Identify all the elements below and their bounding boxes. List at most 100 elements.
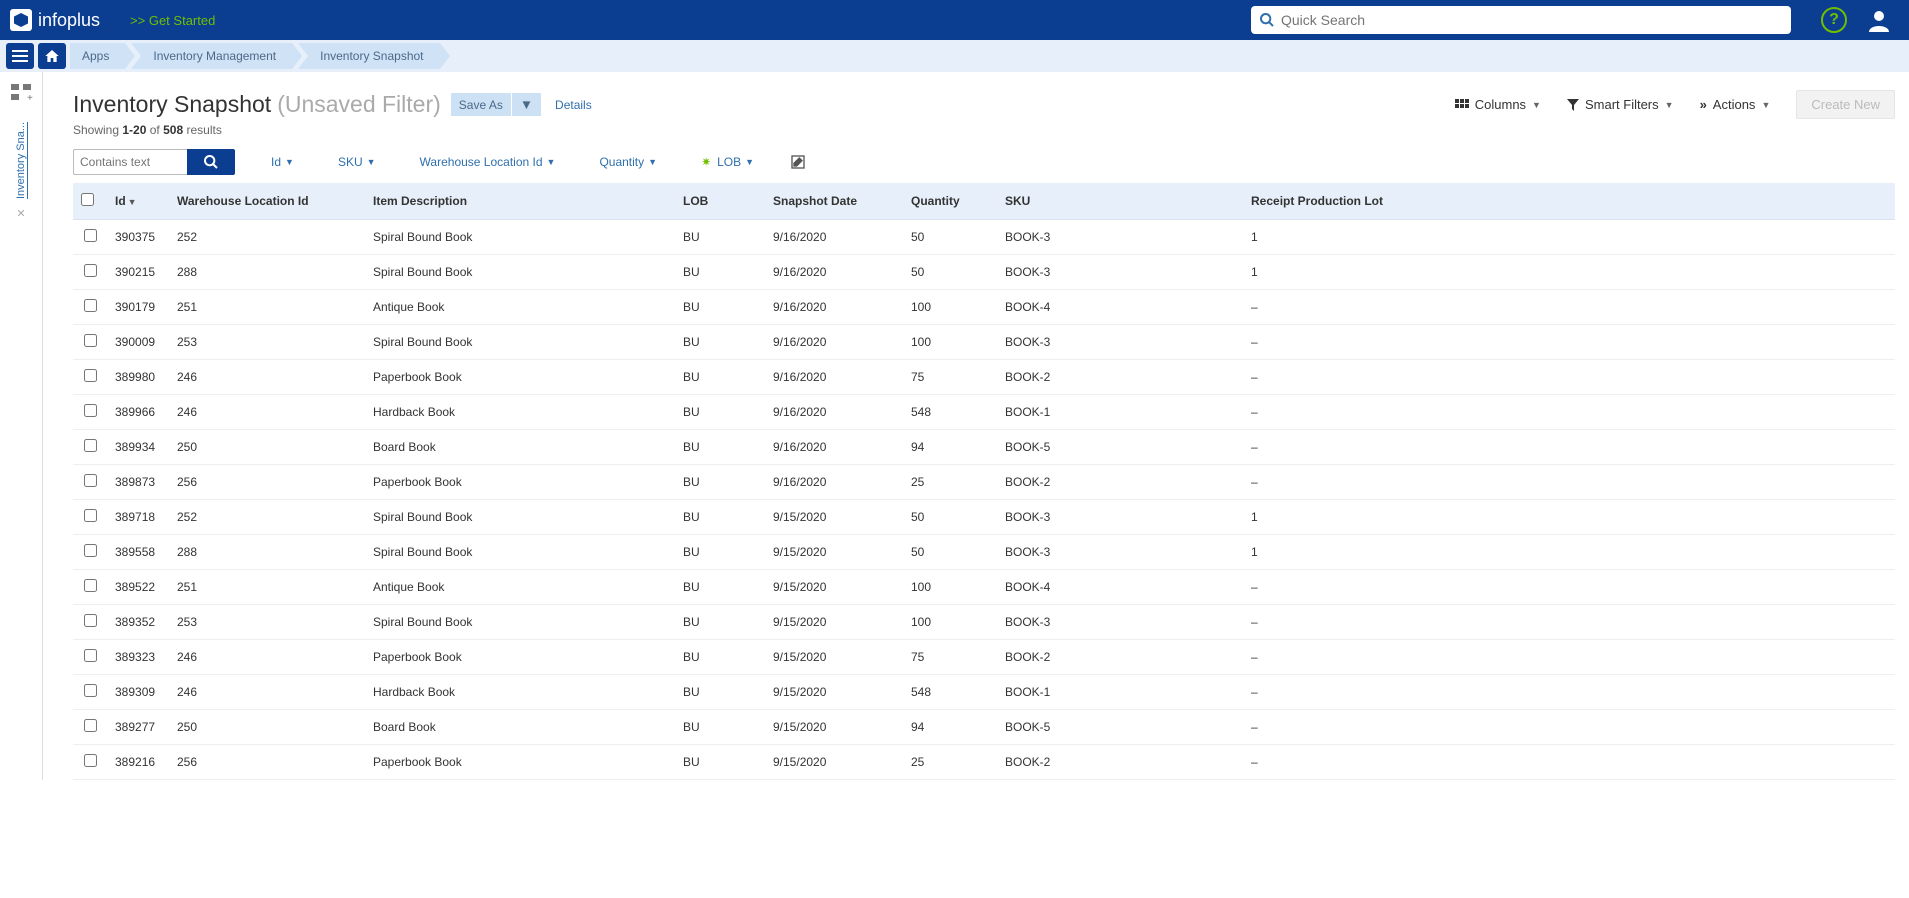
table-row[interactable]: 390375252Spiral Bound BookBU9/16/202050B… (73, 220, 1895, 255)
breadcrumb-bar: AppsInventory ManagementInventory Snapsh… (0, 40, 1909, 72)
rail-close-icon[interactable]: ✕ (16, 207, 25, 220)
table-row[interactable]: 389309246Hardback BookBU9/15/2020548BOOK… (73, 675, 1895, 710)
save-as-caret-button[interactable]: ▼ (512, 93, 541, 116)
row-checkbox[interactable] (84, 369, 97, 382)
row-checkbox[interactable] (84, 509, 97, 522)
home-button[interactable] (38, 43, 66, 69)
col-header-warehouse-location[interactable]: Warehouse Location Id (169, 183, 365, 220)
col-header-item-description[interactable]: Item Description (365, 183, 675, 220)
col-header-receipt-lot[interactable]: Receipt Production Lot (1243, 183, 1895, 220)
create-new-button[interactable]: Create New (1796, 90, 1895, 119)
col-header-lob[interactable]: LOB (675, 183, 765, 220)
table-row[interactable]: 389323246Paperbook BookBU9/15/202075BOOK… (73, 640, 1895, 675)
select-all-checkbox[interactable] (81, 193, 94, 206)
quick-search-input[interactable] (1281, 12, 1783, 28)
table-row[interactable]: 389934250Board BookBU9/16/202094BOOK-5– (73, 430, 1895, 465)
table-row[interactable]: 389718252Spiral Bound BookBU9/15/202050B… (73, 500, 1895, 535)
cell-warehouse-location: 253 (169, 605, 365, 640)
breadcrumb-inventory-snapshot[interactable]: Inventory Snapshot (298, 43, 439, 69)
table-row[interactable]: 389216256Paperbook BookBU9/15/202025BOOK… (73, 745, 1895, 780)
row-checkbox[interactable] (84, 614, 97, 627)
filter-lob[interactable]: ✷LOB ▼ (701, 155, 754, 169)
actions-dropdown[interactable]: » Actions▼ (1700, 97, 1771, 112)
filter-id[interactable]: Id ▼ (271, 155, 294, 169)
row-checkbox[interactable] (84, 264, 97, 277)
table-row[interactable]: 389352253Spiral Bound BookBU9/15/2020100… (73, 605, 1895, 640)
row-checkbox[interactable] (84, 299, 97, 312)
row-checkbox[interactable] (84, 719, 97, 732)
cell-receipt-lot: – (1243, 710, 1895, 745)
row-checkbox[interactable] (84, 684, 97, 697)
filter-sku[interactable]: SKU ▼ (338, 155, 376, 169)
row-checkbox[interactable] (84, 579, 97, 592)
table-row[interactable]: 389522251Antique BookBU9/15/2020100BOOK-… (73, 570, 1895, 605)
cell-item-description: Hardback Book (365, 675, 675, 710)
filter-quantity[interactable]: Quantity ▼ (599, 155, 657, 169)
cell-lob: BU (675, 710, 765, 745)
cell-id: 389558 (107, 535, 169, 570)
table-row[interactable]: 389980246Paperbook BookBU9/16/202075BOOK… (73, 360, 1895, 395)
cell-receipt-lot: – (1243, 395, 1895, 430)
smart-filters-dropdown[interactable]: Smart Filters▼ (1567, 97, 1674, 112)
filter-warehouse-location-id[interactable]: Warehouse Location Id ▼ (420, 155, 556, 169)
menu-button[interactable] (6, 43, 34, 69)
help-icon[interactable]: ? (1821, 7, 1847, 33)
add-panel-icon[interactable]: + (9, 82, 33, 102)
cell-sku: BOOK-3 (997, 325, 1243, 360)
breadcrumb-inventory-management[interactable]: Inventory Management (131, 43, 292, 69)
row-checkbox[interactable] (84, 754, 97, 767)
cell-quantity: 25 (903, 465, 997, 500)
table-row[interactable]: 390179251Antique BookBU9/16/2020100BOOK-… (73, 290, 1895, 325)
cell-warehouse-location: 252 (169, 500, 365, 535)
col-header-id[interactable]: Id▼ (107, 183, 169, 220)
search-button[interactable] (187, 149, 235, 175)
details-link[interactable]: Details (555, 98, 592, 112)
cell-snapshot-date: 9/16/2020 (765, 290, 903, 325)
table-row[interactable]: 390009253Spiral Bound BookBU9/16/2020100… (73, 325, 1895, 360)
cell-snapshot-date: 9/16/2020 (765, 430, 903, 465)
cell-warehouse-location: 252 (169, 220, 365, 255)
row-checkbox[interactable] (84, 649, 97, 662)
cell-receipt-lot: – (1243, 430, 1895, 465)
row-checkbox[interactable] (84, 404, 97, 417)
table-row[interactable]: 389873256Paperbook BookBU9/16/202025BOOK… (73, 465, 1895, 500)
cell-sku: BOOK-5 (997, 430, 1243, 465)
user-icon[interactable] (1867, 8, 1891, 32)
row-checkbox[interactable] (84, 474, 97, 487)
col-header-sku[interactable]: SKU (997, 183, 1243, 220)
cell-item-description: Paperbook Book (365, 360, 675, 395)
cell-quantity: 75 (903, 360, 997, 395)
cell-lob: BU (675, 675, 765, 710)
cell-snapshot-date: 9/16/2020 (765, 220, 903, 255)
col-header-snapshot-date[interactable]: Snapshot Date (765, 183, 903, 220)
rail-tab-label[interactable]: Inventory Sna... (15, 122, 27, 199)
table-row[interactable]: 389277250Board BookBU9/15/202094BOOK-5– (73, 710, 1895, 745)
quick-search[interactable] (1251, 6, 1791, 34)
cell-warehouse-location: 253 (169, 325, 365, 360)
cell-id: 390215 (107, 255, 169, 290)
cell-snapshot-date: 9/15/2020 (765, 745, 903, 780)
row-checkbox[interactable] (84, 334, 97, 347)
row-checkbox[interactable] (84, 544, 97, 557)
columns-dropdown[interactable]: Columns▼ (1455, 97, 1541, 112)
cell-warehouse-location: 246 (169, 360, 365, 395)
logo[interactable]: infoplus (10, 9, 100, 31)
row-checkbox[interactable] (84, 229, 97, 242)
breadcrumb-apps[interactable]: Apps (70, 43, 125, 69)
table-row[interactable]: 390215288Spiral Bound BookBU9/16/202050B… (73, 255, 1895, 290)
edit-filters-icon[interactable] (790, 154, 806, 170)
row-checkbox[interactable] (84, 439, 97, 452)
contains-text-input[interactable] (73, 149, 187, 175)
cell-quantity: 100 (903, 325, 997, 360)
get-started-link[interactable]: >> Get Started (130, 13, 215, 28)
table-row[interactable]: 389966246Hardback BookBU9/16/2020548BOOK… (73, 395, 1895, 430)
save-as-button[interactable]: Save As (451, 93, 511, 116)
left-rail: + Inventory Sna... ✕ (0, 72, 43, 780)
cell-item-description: Spiral Bound Book (365, 535, 675, 570)
table-row[interactable]: 389558288Spiral Bound BookBU9/15/202050B… (73, 535, 1895, 570)
col-header-quantity[interactable]: Quantity (903, 183, 997, 220)
cell-receipt-lot: – (1243, 745, 1895, 780)
cell-snapshot-date: 9/15/2020 (765, 710, 903, 745)
cell-sku: BOOK-3 (997, 605, 1243, 640)
cell-sku: BOOK-3 (997, 255, 1243, 290)
